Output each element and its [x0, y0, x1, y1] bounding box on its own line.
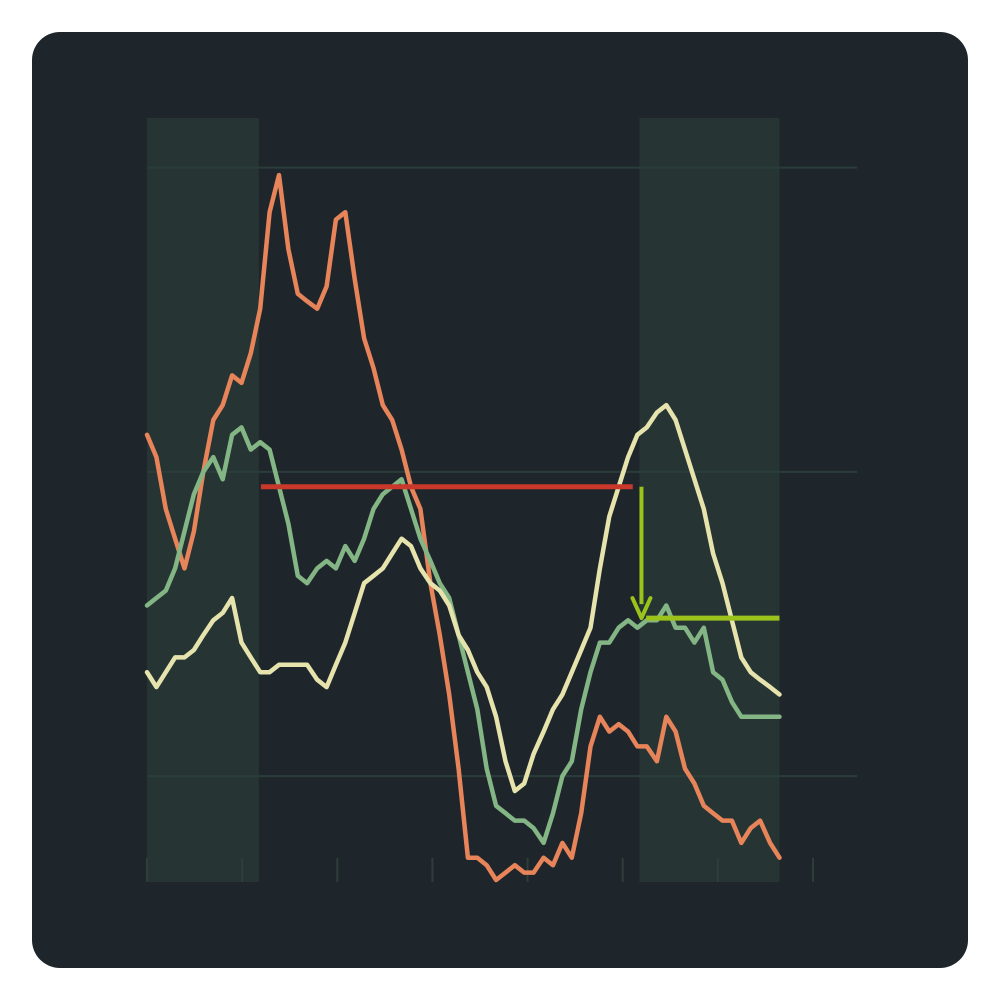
series-line-1	[144, 172, 782, 883]
gridlines	[147, 166, 857, 778]
series-lines	[144, 172, 782, 883]
threshold-annotations	[260, 484, 780, 621]
drop-arrow-head	[630, 596, 653, 621]
shaded-bands	[147, 118, 780, 882]
shaded-band-2	[639, 118, 780, 882]
series-line-2	[144, 425, 782, 846]
series-line-3	[144, 402, 782, 794]
x-ticks	[146, 858, 814, 882]
